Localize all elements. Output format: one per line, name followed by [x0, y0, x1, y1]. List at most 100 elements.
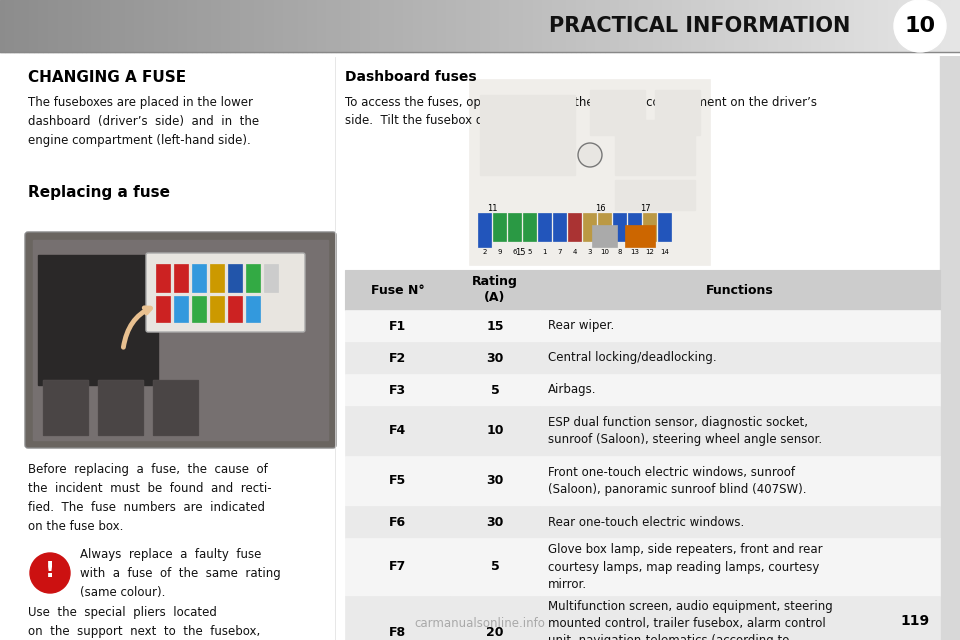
Bar [883, 0, 888, 52]
Bar [830, 0, 835, 52]
Bar [902, 0, 907, 52]
Bar [773, 0, 778, 52]
Bar [43, 380, 88, 435]
Bar [533, 0, 538, 52]
Bar [288, 0, 293, 52]
Bar [926, 0, 931, 52]
Text: 13: 13 [630, 249, 639, 255]
Bar [43, 0, 48, 52]
Text: carmanualsonline.info: carmanualsonline.info [415, 617, 545, 630]
Bar [110, 0, 115, 52]
Bar [345, 596, 450, 640]
Bar [210, 264, 224, 292]
Bar [98, 380, 143, 435]
Bar [192, 264, 206, 292]
Bar [950, 0, 955, 52]
Bar [605, 0, 610, 52]
Bar [917, 0, 922, 52]
Bar [33, 240, 328, 440]
Bar [586, 0, 590, 52]
Bar [336, 0, 341, 52]
Bar [450, 310, 540, 342]
Bar [658, 213, 671, 241]
Bar [874, 0, 878, 52]
Text: 12: 12 [645, 249, 654, 255]
Bar [450, 506, 540, 538]
Bar [922, 0, 926, 52]
Bar [845, 0, 850, 52]
Bar [634, 0, 638, 52]
Bar [826, 0, 830, 52]
Bar [173, 0, 178, 52]
Text: The fuseboxes are placed in the lower
dashboard  (driver’s  side)  and  in  the
: The fuseboxes are placed in the lower da… [28, 96, 259, 147]
Bar [540, 310, 940, 342]
Bar [174, 296, 188, 322]
Bar [686, 0, 691, 52]
Bar [82, 0, 86, 52]
Circle shape [894, 0, 946, 52]
Bar [840, 0, 845, 52]
Bar [456, 0, 461, 52]
Bar [739, 0, 744, 52]
Bar [67, 0, 72, 52]
Text: 1: 1 [542, 249, 547, 255]
Text: F6: F6 [389, 515, 406, 529]
Bar [38, 255, 158, 385]
Bar [643, 0, 648, 52]
Text: 30: 30 [487, 351, 504, 365]
Bar [43, 380, 88, 435]
Bar [802, 0, 806, 52]
Bar [250, 0, 254, 52]
Bar [696, 0, 701, 52]
Bar [144, 0, 149, 52]
Bar [168, 0, 173, 52]
Bar [768, 0, 773, 52]
Bar [58, 0, 62, 52]
Bar [542, 0, 547, 52]
Bar [350, 0, 355, 52]
Bar [778, 0, 782, 52]
Bar [254, 0, 259, 52]
Bar [86, 0, 91, 52]
Bar [583, 213, 596, 241]
Bar [432, 0, 437, 52]
Bar [178, 0, 182, 52]
Bar [562, 0, 566, 52]
Bar [437, 0, 442, 52]
Bar [478, 213, 491, 247]
Bar [96, 0, 101, 52]
Bar [480, 0, 485, 52]
Bar [893, 0, 898, 52]
Bar [182, 0, 187, 52]
Bar [540, 456, 940, 506]
Bar [508, 213, 521, 241]
Bar [307, 0, 312, 52]
Bar [211, 0, 216, 52]
Bar [77, 0, 82, 52]
Bar [672, 0, 677, 52]
Bar [331, 0, 336, 52]
Bar [466, 0, 470, 52]
Text: Airbags.: Airbags. [548, 383, 596, 397]
Bar [701, 0, 706, 52]
Bar [403, 0, 408, 52]
Text: 14: 14 [660, 249, 669, 255]
Text: F2: F2 [389, 351, 406, 365]
Bar [98, 380, 143, 435]
Bar [345, 270, 450, 310]
Bar [946, 0, 950, 52]
FancyBboxPatch shape [25, 232, 336, 448]
Text: 10: 10 [904, 16, 936, 36]
Bar [210, 296, 224, 322]
Bar [523, 213, 536, 241]
Bar [408, 0, 413, 52]
Bar [48, 0, 53, 52]
Bar [758, 0, 763, 52]
Bar [940, 55, 960, 640]
Bar [34, 0, 38, 52]
Bar [821, 0, 826, 52]
Bar [615, 120, 695, 175]
Bar [485, 0, 490, 52]
Text: 5: 5 [527, 249, 532, 255]
Circle shape [30, 553, 70, 593]
